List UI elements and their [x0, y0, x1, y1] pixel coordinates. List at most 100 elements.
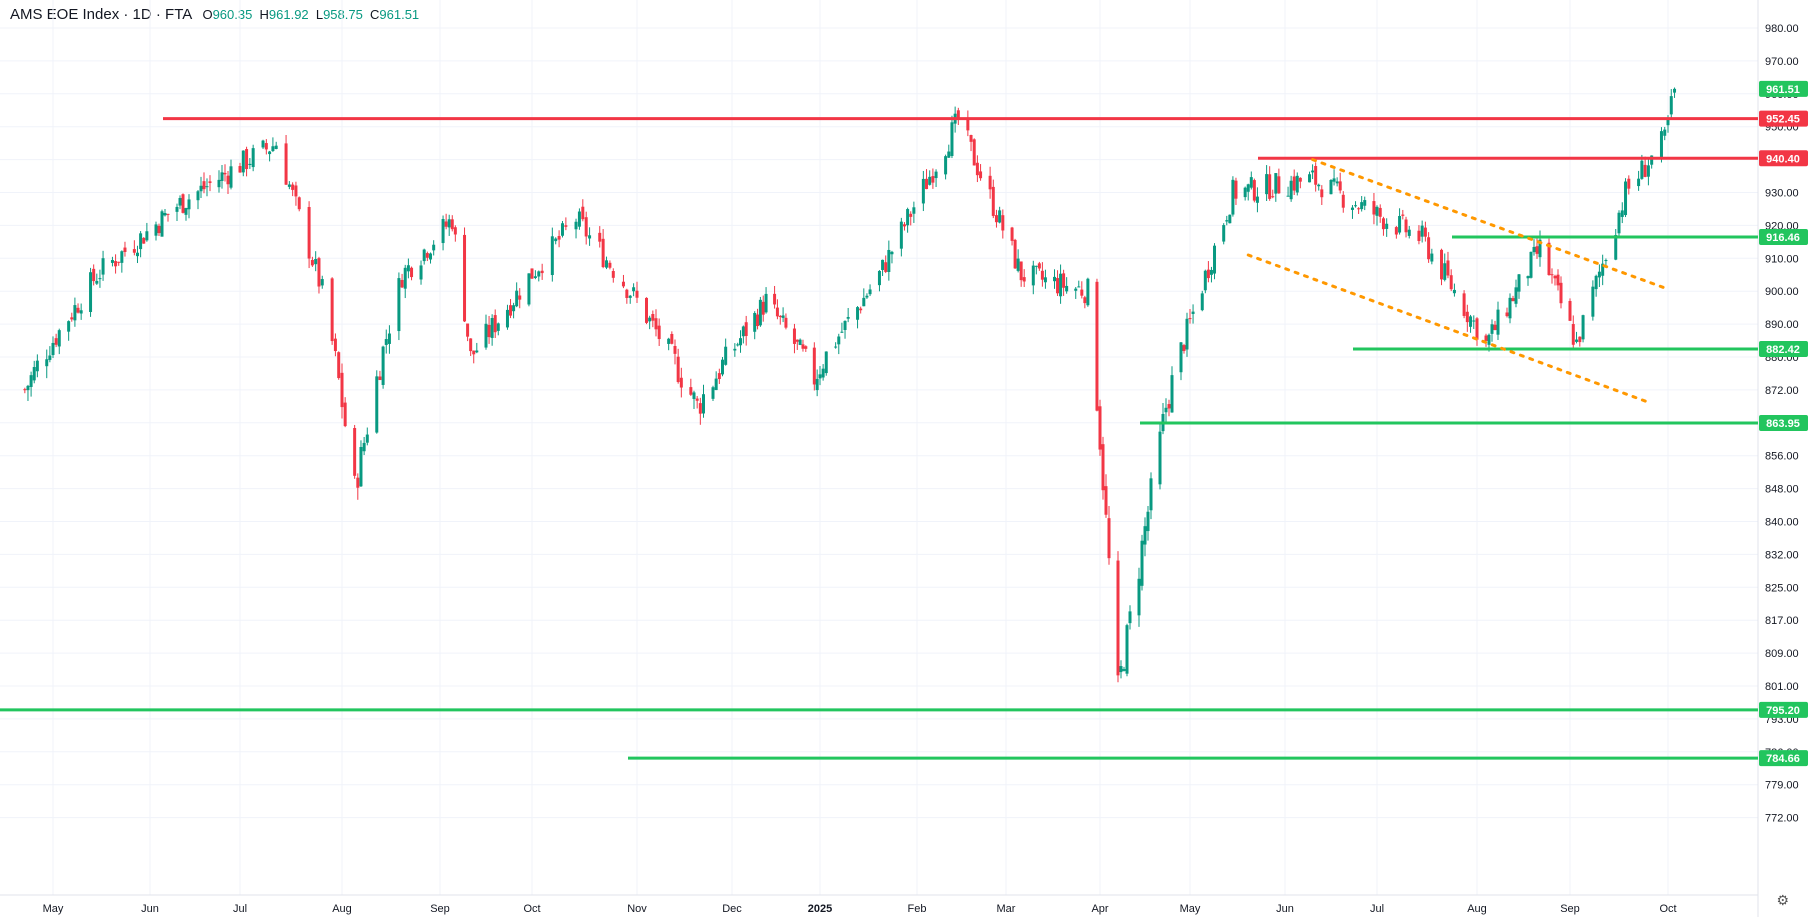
candle-body: [909, 213, 913, 217]
candle-body: [381, 346, 385, 385]
candle-body: [1010, 227, 1014, 241]
price-badge-label: 952.45: [1766, 114, 1800, 126]
price-badge: [1759, 750, 1808, 767]
candle-body: [598, 232, 602, 242]
candle-body: [490, 318, 494, 338]
candle-body: [1666, 118, 1670, 126]
candle-body: [337, 352, 341, 379]
candle-body: [966, 119, 970, 131]
candle-body: [429, 253, 433, 260]
price-badge: [1759, 150, 1808, 167]
candle-body: [758, 299, 762, 326]
y-tick-label: 900.00: [1765, 286, 1799, 298]
candle-body: [1001, 215, 1005, 231]
x-tick-label: Feb: [908, 903, 927, 915]
candle-body: [1225, 220, 1229, 222]
candle-body: [220, 172, 224, 181]
candle-body: [1295, 175, 1299, 193]
candle-body: [815, 378, 819, 391]
candle-body: [217, 179, 221, 188]
y-tick-label: 779.00: [1765, 780, 1799, 792]
candle-body: [444, 221, 448, 227]
candle-body: [1013, 239, 1017, 269]
candle-body: [469, 338, 473, 352]
candle-body: [1128, 611, 1132, 624]
candle-body: [1246, 184, 1250, 192]
price-badge-label: 863.95: [1766, 418, 1800, 430]
candle-body: [1578, 336, 1582, 343]
gear-icon[interactable]: ⚙: [1776, 892, 1789, 908]
candle-body: [139, 233, 143, 250]
candle-body: [1407, 229, 1411, 236]
candle-body: [505, 309, 509, 328]
candle-body: [1646, 165, 1650, 177]
candle-body: [57, 330, 61, 347]
candle-body: [1308, 174, 1312, 183]
candle-body: [1601, 263, 1605, 276]
price-badge-label: 784.66: [1766, 753, 1800, 765]
candle-body: [1222, 225, 1226, 242]
x-tick-label: Nov: [627, 903, 647, 915]
candle-body: [1080, 289, 1084, 296]
candle-body: [353, 428, 357, 476]
candle-body: [881, 259, 885, 270]
candle-body: [824, 351, 828, 374]
candle-body: [950, 122, 954, 156]
price-badge-label: 882.42: [1766, 344, 1800, 356]
candle-body: [35, 360, 39, 372]
candle-body: [1182, 345, 1186, 351]
candle-body: [419, 265, 423, 280]
candle-body: [1420, 225, 1424, 237]
candle-body: [818, 374, 822, 379]
candle-body: [887, 249, 891, 272]
candle-body: [496, 323, 500, 331]
candle-body: [114, 261, 118, 267]
candle-body: [1335, 181, 1339, 184]
candle-body: [187, 199, 191, 210]
candle-body: [29, 375, 33, 387]
candle-body: [362, 442, 366, 452]
x-tick-label: Aug: [332, 903, 352, 915]
candle-body: [1423, 227, 1427, 237]
candle-body: [837, 336, 841, 345]
candle-body: [317, 258, 321, 287]
candle-body: [472, 350, 476, 355]
trendlines: [1246, 158, 1667, 404]
candle-body: [123, 247, 127, 252]
candle-body: [979, 171, 983, 179]
candle-body: [120, 251, 124, 263]
candle-body: [365, 434, 369, 443]
candle-body: [972, 139, 976, 166]
low-label: L: [315, 7, 324, 22]
candle-body: [1268, 174, 1272, 199]
candle-body: [463, 234, 467, 322]
x-tick-label: Apr: [1091, 903, 1108, 915]
candle-body: [676, 356, 680, 383]
candle-body: [1059, 273, 1063, 297]
candle-body: [1401, 214, 1405, 216]
candle-body: [403, 267, 407, 289]
candle-body: [202, 181, 206, 190]
candle-body: [48, 355, 52, 360]
trend-line: [1311, 158, 1667, 290]
candle-body: [1074, 288, 1078, 291]
candle-body: [846, 317, 850, 319]
candle-body: [645, 297, 648, 323]
candle-body: [1452, 289, 1456, 294]
candle-body: [753, 313, 757, 332]
time-axis: May Jun Jul Aug Sep Oct Nov Dec 2025 Feb Mar Apr May…: [43, 903, 1677, 915]
candle-body: [205, 186, 209, 188]
candle-body: [581, 206, 585, 220]
candle-body: [1604, 260, 1608, 262]
candle-body: [1430, 253, 1434, 262]
candle-body: [1179, 342, 1183, 373]
candle-body: [1443, 263, 1447, 280]
candle-body: [843, 320, 847, 331]
candle-body: [773, 293, 777, 305]
candle-body: [925, 178, 929, 190]
candle-body: [969, 135, 973, 142]
candle-body: [584, 217, 588, 237]
candle-body: [387, 333, 391, 344]
candle-body: [601, 238, 605, 268]
